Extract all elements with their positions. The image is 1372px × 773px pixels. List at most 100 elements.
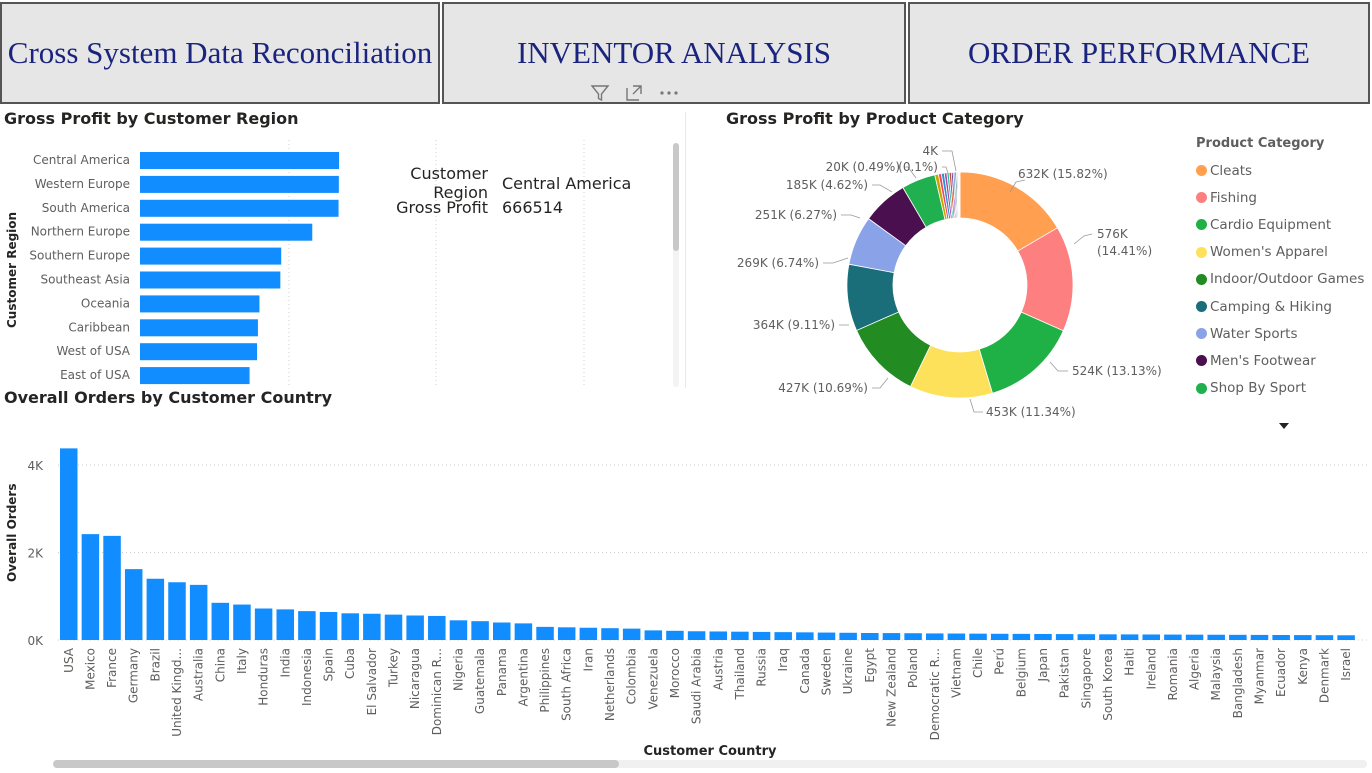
country-bar[interactable] bbox=[839, 632, 857, 640]
country-bar[interactable] bbox=[1229, 634, 1247, 640]
x-tick-label: Mexico bbox=[83, 648, 97, 690]
country-bar[interactable] bbox=[211, 602, 230, 640]
region-bar[interactable] bbox=[140, 223, 313, 241]
legend-item[interactable]: Men's Footwear bbox=[1196, 347, 1364, 374]
country-bar[interactable] bbox=[60, 448, 78, 640]
country-bar[interactable] bbox=[990, 633, 1009, 640]
region-bar[interactable] bbox=[140, 271, 281, 289]
scrollbar-thumb[interactable] bbox=[53, 760, 619, 768]
country-bar[interactable] bbox=[1012, 633, 1031, 640]
country-bar[interactable] bbox=[428, 615, 446, 640]
region-chart-scrollbar[interactable] bbox=[673, 143, 679, 387]
country-bar[interactable] bbox=[319, 612, 338, 640]
country-bar[interactable] bbox=[1272, 635, 1290, 640]
country-bar[interactable] bbox=[601, 628, 619, 640]
country-bar[interactable] bbox=[1164, 634, 1182, 640]
country-bar[interactable] bbox=[1142, 634, 1161, 640]
country-bar[interactable] bbox=[384, 614, 403, 640]
label-leader bbox=[942, 166, 949, 174]
country-bar[interactable] bbox=[774, 632, 792, 640]
legend-item[interactable]: Cleats bbox=[1196, 157, 1364, 184]
x-tick-label: Iraq bbox=[776, 648, 790, 671]
legend-item[interactable]: Water Sports bbox=[1196, 320, 1364, 347]
country-bar[interactable] bbox=[254, 608, 273, 641]
region-bar[interactable] bbox=[140, 199, 339, 217]
nav-button-order-performance[interactable]: ORDER PERFORMANCE bbox=[908, 2, 1370, 104]
legend-item[interactable]: Camping & Hiking bbox=[1196, 293, 1364, 320]
country-bar[interactable] bbox=[406, 615, 424, 641]
region-bar[interactable] bbox=[140, 319, 258, 337]
country-bar[interactable] bbox=[904, 633, 922, 640]
country-bar[interactable] bbox=[81, 534, 100, 640]
region-bar[interactable] bbox=[140, 343, 258, 361]
country-bar[interactable] bbox=[298, 611, 316, 640]
country-bar[interactable] bbox=[1315, 635, 1334, 640]
country-bar[interactable] bbox=[926, 633, 944, 640]
country-bar[interactable] bbox=[1337, 635, 1355, 640]
donut-slice[interactable] bbox=[958, 171, 961, 219]
country-bar[interactable] bbox=[168, 582, 186, 640]
country-bar[interactable] bbox=[796, 632, 814, 640]
x-tick-label: Nicaragua bbox=[408, 648, 422, 709]
country-bar[interactable] bbox=[1055, 634, 1074, 640]
country-bar[interactable] bbox=[969, 633, 987, 640]
legend-scroll-down-icon[interactable] bbox=[1278, 422, 1290, 430]
country-bar[interactable] bbox=[1185, 634, 1204, 640]
country-bar[interactable] bbox=[363, 613, 381, 640]
country-bar[interactable] bbox=[687, 631, 706, 640]
region-bar[interactable] bbox=[140, 367, 250, 385]
filter-icon[interactable] bbox=[590, 83, 610, 103]
region-bar[interactable] bbox=[140, 295, 260, 313]
legend-item[interactable]: Cardio Equipment bbox=[1196, 211, 1364, 238]
country-bar[interactable] bbox=[1207, 634, 1225, 640]
country-bar[interactable] bbox=[752, 631, 771, 640]
legend-item[interactable]: Shop By Sport bbox=[1196, 375, 1364, 402]
country-bar[interactable] bbox=[471, 621, 489, 640]
country-bar[interactable] bbox=[233, 604, 251, 640]
legend-label: Fishing bbox=[1210, 189, 1257, 206]
country-bar[interactable] bbox=[1099, 634, 1117, 640]
country-bar[interactable] bbox=[493, 622, 511, 641]
country-bar[interactable] bbox=[579, 627, 598, 640]
country-bar[interactable] bbox=[709, 631, 728, 640]
label-leader bbox=[841, 214, 861, 219]
x-tick-label: Italy bbox=[235, 648, 249, 674]
country-bar[interactable] bbox=[947, 633, 966, 640]
country-chart-scrollbar[interactable] bbox=[53, 760, 1367, 768]
country-bar[interactable] bbox=[861, 633, 879, 640]
country-bar[interactable] bbox=[1034, 633, 1052, 640]
focus-mode-icon[interactable] bbox=[624, 83, 644, 103]
country-bar[interactable] bbox=[882, 633, 901, 640]
legend-marker bbox=[1196, 382, 1207, 394]
region-bar[interactable] bbox=[140, 175, 339, 193]
country-bar[interactable] bbox=[557, 627, 576, 640]
country-bar[interactable] bbox=[276, 609, 295, 640]
y-tick-label: 2K bbox=[27, 547, 44, 561]
country-bar[interactable] bbox=[146, 578, 165, 640]
country-bar[interactable] bbox=[1120, 634, 1139, 640]
scrollbar-thumb[interactable] bbox=[673, 143, 679, 251]
country-bar[interactable] bbox=[124, 569, 143, 640]
country-bar[interactable] bbox=[622, 628, 641, 640]
country-bar[interactable] bbox=[731, 631, 749, 640]
region-bar[interactable] bbox=[140, 152, 339, 169]
country-bar[interactable] bbox=[103, 535, 121, 640]
country-bar[interactable] bbox=[817, 632, 836, 640]
country-bar[interactable] bbox=[449, 620, 468, 640]
country-bar[interactable] bbox=[514, 623, 533, 640]
country-bar[interactable] bbox=[666, 630, 684, 640]
country-bar[interactable] bbox=[1250, 634, 1269, 640]
region-bar[interactable] bbox=[140, 247, 282, 265]
country-bar[interactable] bbox=[536, 626, 554, 640]
country-bar[interactable] bbox=[189, 584, 208, 640]
country-bar[interactable] bbox=[1077, 634, 1096, 640]
more-options-icon[interactable] bbox=[658, 83, 680, 103]
legend-item[interactable]: Women's Apparel bbox=[1196, 239, 1364, 266]
country-bar[interactable] bbox=[341, 613, 359, 640]
country-bar[interactable] bbox=[644, 630, 663, 640]
nav-button-reconciliation[interactable]: Cross System Data Reconciliation bbox=[0, 2, 440, 104]
legend-item[interactable]: Indoor/Outdoor Games bbox=[1196, 266, 1364, 293]
legend-item[interactable]: Fishing bbox=[1196, 184, 1364, 211]
nav-button-inventory-analysis[interactable]: INVENTOR ANALYSIS bbox=[442, 2, 906, 104]
country-bar[interactable] bbox=[1294, 635, 1312, 640]
